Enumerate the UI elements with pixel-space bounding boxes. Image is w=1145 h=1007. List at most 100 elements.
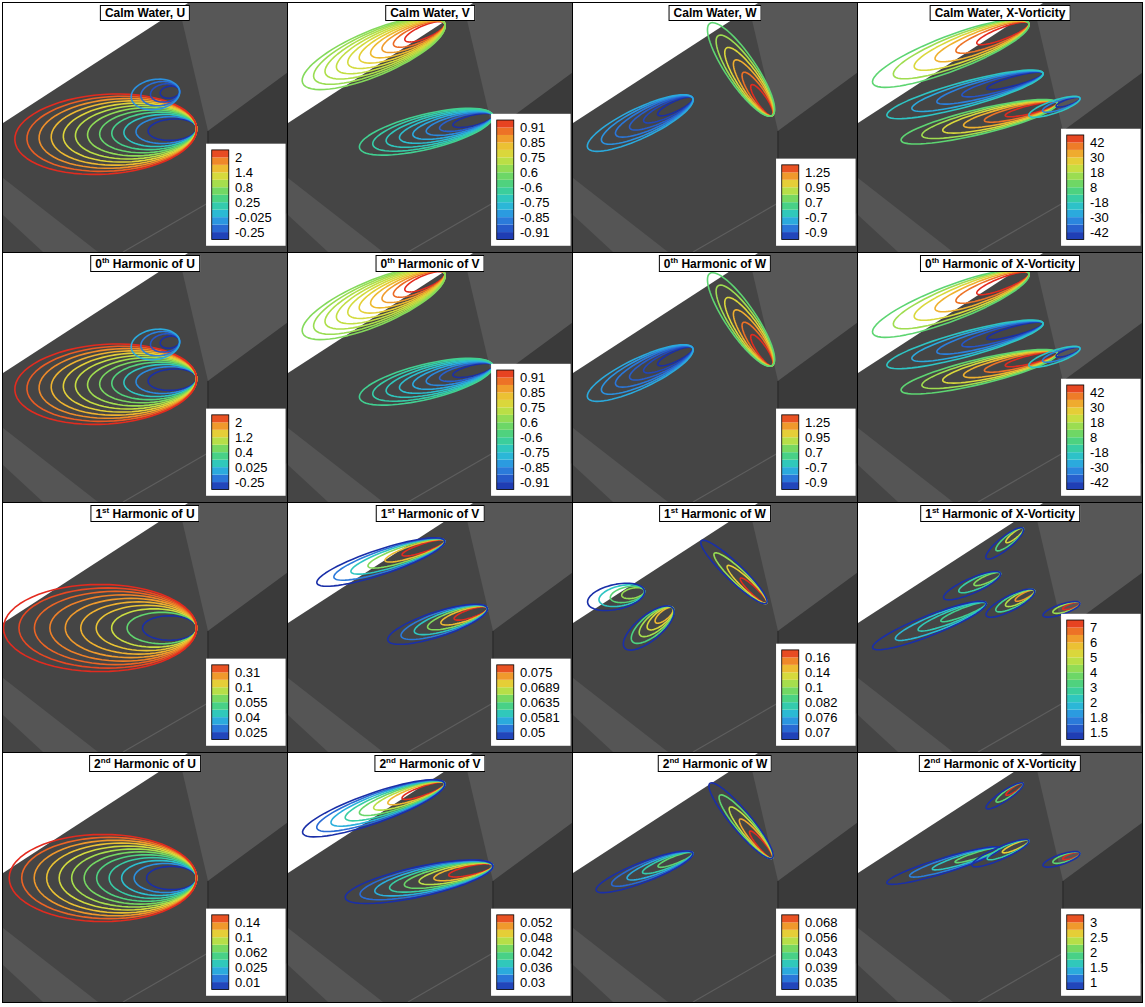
svg-text:-0.91: -0.91 bbox=[520, 475, 550, 490]
svg-text:0.1: 0.1 bbox=[805, 680, 823, 695]
svg-text:3: 3 bbox=[1090, 680, 1097, 695]
svg-text:2: 2 bbox=[1090, 945, 1097, 960]
svg-text:-0.75: -0.75 bbox=[520, 445, 550, 460]
svg-text:0.85: 0.85 bbox=[520, 135, 545, 150]
svg-text:0.01: 0.01 bbox=[235, 975, 260, 990]
svg-text:42: 42 bbox=[1090, 135, 1104, 150]
svg-text:0.91: 0.91 bbox=[520, 370, 545, 385]
svg-text:1.25: 1.25 bbox=[805, 415, 830, 430]
svg-text:0.04: 0.04 bbox=[235, 710, 260, 725]
svg-text:4: 4 bbox=[1090, 665, 1097, 680]
svg-text:1.5: 1.5 bbox=[1090, 725, 1108, 740]
svg-text:0.05: 0.05 bbox=[520, 725, 545, 740]
svg-text:0.0581: 0.0581 bbox=[520, 710, 560, 725]
svg-text:0.082: 0.082 bbox=[805, 695, 838, 710]
svg-text:-0.75: -0.75 bbox=[520, 195, 550, 210]
svg-text:0.062: 0.062 bbox=[235, 945, 268, 960]
svg-text:-30: -30 bbox=[1090, 460, 1109, 475]
svg-text:42: 42 bbox=[1090, 385, 1104, 400]
html-text:1stHarmonic of U: 1stHarmonic of U bbox=[95, 506, 195, 521]
svg-text:1: 1 bbox=[1090, 975, 1097, 990]
svg-text:7: 7 bbox=[1090, 620, 1097, 635]
svg-text:0.076: 0.076 bbox=[805, 710, 838, 725]
svg-text:0.95: 0.95 bbox=[805, 180, 830, 195]
svg-text:-0.91: -0.91 bbox=[520, 225, 550, 240]
svg-text:0.75: 0.75 bbox=[520, 150, 545, 165]
html-text:0thHarmonic of V: 0thHarmonic of V bbox=[380, 256, 480, 271]
svg-text:1.4: 1.4 bbox=[235, 165, 253, 180]
svg-text:0.8: 0.8 bbox=[235, 180, 253, 195]
svg-text:3: 3 bbox=[1090, 915, 1097, 930]
svg-text:0.7: 0.7 bbox=[805, 445, 823, 460]
svg-text:0.1: 0.1 bbox=[235, 680, 253, 695]
svg-text:2: 2 bbox=[235, 415, 242, 430]
svg-text:1.5: 1.5 bbox=[1090, 960, 1108, 975]
svg-text:-0.7: -0.7 bbox=[805, 460, 827, 475]
svg-text:18: 18 bbox=[1090, 165, 1104, 180]
svg-text:5: 5 bbox=[1090, 650, 1097, 665]
svg-text:0.6: 0.6 bbox=[520, 415, 538, 430]
svg-text:0.14: 0.14 bbox=[805, 665, 830, 680]
svg-text:0.7: 0.7 bbox=[805, 195, 823, 210]
html-text:0thHarmonic of X-Vorticity: 0thHarmonic of X-Vorticity bbox=[925, 256, 1075, 271]
svg-text:8: 8 bbox=[1090, 430, 1097, 445]
svg-text:0.91: 0.91 bbox=[520, 120, 545, 135]
svg-text:0.14: 0.14 bbox=[235, 915, 260, 930]
svg-text:0.052: 0.052 bbox=[520, 915, 553, 930]
svg-text:-0.9: -0.9 bbox=[805, 475, 827, 490]
svg-text:-0.85: -0.85 bbox=[520, 460, 550, 475]
svg-text:-42: -42 bbox=[1090, 225, 1109, 240]
svg-text:0.035: 0.035 bbox=[805, 975, 838, 990]
svg-text:0.055: 0.055 bbox=[235, 695, 268, 710]
svg-text:0.042: 0.042 bbox=[520, 945, 553, 960]
svg-text:1.25: 1.25 bbox=[805, 165, 830, 180]
svg-text:0.07: 0.07 bbox=[805, 725, 830, 740]
svg-text:-0.6: -0.6 bbox=[520, 430, 542, 445]
svg-text:30: 30 bbox=[1090, 150, 1104, 165]
svg-text:0.0689: 0.0689 bbox=[520, 680, 560, 695]
svg-text:6: 6 bbox=[1090, 635, 1097, 650]
html-text:0thHarmonic of U: 0thHarmonic of U bbox=[95, 256, 195, 271]
svg-text:0.068: 0.068 bbox=[805, 915, 838, 930]
svg-text:0.036: 0.036 bbox=[520, 960, 553, 975]
svg-text:0.6: 0.6 bbox=[520, 165, 538, 180]
html-text:0thHarmonic of W: 0thHarmonic of W bbox=[663, 256, 767, 271]
svg-text:-30: -30 bbox=[1090, 210, 1109, 225]
svg-text:-18: -18 bbox=[1090, 195, 1109, 210]
svg-text:0.25: 0.25 bbox=[235, 195, 260, 210]
svg-text:-0.6: -0.6 bbox=[520, 180, 542, 195]
svg-text:-42: -42 bbox=[1090, 475, 1109, 490]
svg-text:0.85: 0.85 bbox=[520, 385, 545, 400]
svg-text:-0.85: -0.85 bbox=[520, 210, 550, 225]
svg-text:0.056: 0.056 bbox=[805, 930, 838, 945]
svg-text:0.0635: 0.0635 bbox=[520, 695, 560, 710]
svg-text:0.075: 0.075 bbox=[520, 665, 553, 680]
svg-text:2: 2 bbox=[1090, 695, 1097, 710]
svg-text:0.16: 0.16 bbox=[805, 650, 830, 665]
svg-text:0.039: 0.039 bbox=[805, 960, 838, 975]
svg-text:30: 30 bbox=[1090, 400, 1104, 415]
svg-text:18: 18 bbox=[1090, 415, 1104, 430]
svg-text:0.95: 0.95 bbox=[805, 430, 830, 445]
svg-text:-0.25: -0.25 bbox=[235, 475, 265, 490]
svg-text:-18: -18 bbox=[1090, 445, 1109, 460]
svg-text:8: 8 bbox=[1090, 180, 1097, 195]
svg-text:0.043: 0.043 bbox=[805, 945, 838, 960]
svg-text:2.5: 2.5 bbox=[1090, 930, 1108, 945]
svg-text:0.025: 0.025 bbox=[235, 460, 268, 475]
svg-text:1.8: 1.8 bbox=[1090, 710, 1108, 725]
svg-text:1.2: 1.2 bbox=[235, 430, 253, 445]
svg-text:2: 2 bbox=[235, 150, 242, 165]
svg-text:-0.7: -0.7 bbox=[805, 210, 827, 225]
svg-text:0.4: 0.4 bbox=[235, 445, 253, 460]
svg-text:-0.25: -0.25 bbox=[235, 225, 265, 240]
svg-text:0.31: 0.31 bbox=[235, 665, 260, 680]
svg-text:0.75: 0.75 bbox=[520, 400, 545, 415]
svg-text:0.025: 0.025 bbox=[235, 960, 268, 975]
svg-text:0.025: 0.025 bbox=[235, 725, 268, 740]
svg-text:0.048: 0.048 bbox=[520, 930, 553, 945]
svg-text:-0.025: -0.025 bbox=[235, 210, 272, 225]
svg-text:-0.9: -0.9 bbox=[805, 225, 827, 240]
svg-text:0.03: 0.03 bbox=[520, 975, 545, 990]
svg-text:0.1: 0.1 bbox=[235, 930, 253, 945]
